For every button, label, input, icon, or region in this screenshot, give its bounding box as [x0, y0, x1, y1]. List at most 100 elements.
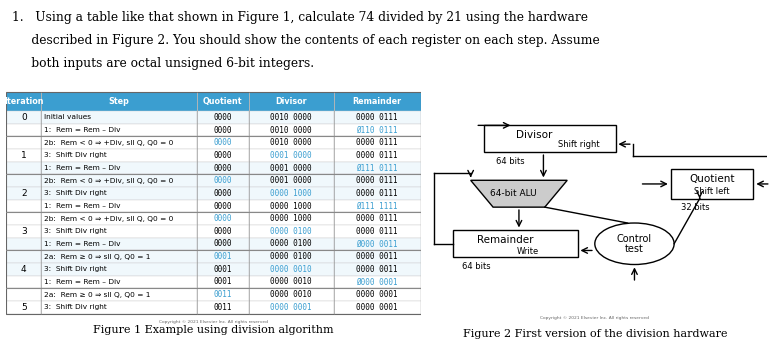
Text: Copyright © 2021 Elsevier Inc. All rights reserved: Copyright © 2021 Elsevier Inc. All right…: [159, 320, 268, 323]
Bar: [41, 124, 197, 136]
Bar: [249, 174, 334, 187]
Bar: [6, 288, 41, 301]
Bar: [41, 263, 197, 276]
Bar: [6, 111, 41, 124]
Text: 0001: 0001: [214, 252, 232, 261]
Text: 0000: 0000: [214, 164, 232, 173]
Text: 1.   Using a table like that shown in Figure 1, calculate 74 divided by 21 using: 1. Using a table like that shown in Figu…: [12, 11, 587, 24]
Text: 2b:  Rem < 0 ⇒ +Div, sll Q, Q0 = 0: 2b: Rem < 0 ⇒ +Div, sll Q, Q0 = 0: [44, 140, 174, 146]
Bar: [41, 225, 197, 238]
Text: 0010 0000: 0010 0000: [270, 138, 312, 147]
Bar: [334, 238, 421, 250]
Text: 0000 0111: 0000 0111: [356, 214, 398, 223]
Text: 0011: 0011: [214, 303, 232, 312]
Bar: [249, 111, 334, 124]
Bar: [334, 92, 421, 111]
Text: 0000: 0000: [214, 239, 232, 248]
Bar: [41, 149, 197, 162]
Text: 0000 0010: 0000 0010: [270, 265, 312, 274]
Bar: [41, 238, 197, 250]
Text: Ø111 1111: Ø111 1111: [356, 201, 398, 210]
Bar: [249, 200, 334, 212]
Text: 3:  Shift Div right: 3: Shift Div right: [44, 190, 107, 196]
Bar: [6, 263, 41, 276]
Text: 0000: 0000: [214, 176, 232, 185]
Text: 2a:  Rem ≥ 0 ⇒ sll Q, Q0 = 1: 2a: Rem ≥ 0 ⇒ sll Q, Q0 = 1: [44, 253, 150, 260]
Bar: [41, 301, 197, 313]
Bar: [249, 92, 334, 111]
Bar: [6, 136, 41, 149]
Text: both inputs are octal unsigned 6-bit integers.: both inputs are octal unsigned 6-bit int…: [12, 57, 314, 70]
Bar: [249, 149, 334, 162]
Text: Shift left: Shift left: [694, 187, 730, 196]
Text: 3:  Shift Div right: 3: Shift Div right: [44, 304, 107, 310]
Bar: [249, 212, 334, 225]
Bar: [334, 149, 421, 162]
Bar: [334, 174, 421, 187]
Bar: [334, 136, 421, 149]
Bar: [197, 187, 249, 200]
Bar: [41, 212, 197, 225]
Text: 64 bits: 64 bits: [462, 262, 490, 271]
Text: 0000 0001: 0000 0001: [270, 303, 312, 312]
Text: 0000 0100: 0000 0100: [270, 239, 312, 248]
Bar: [197, 250, 249, 263]
Ellipse shape: [595, 223, 674, 265]
Bar: [6, 174, 41, 187]
Text: 0000: 0000: [214, 201, 232, 210]
Text: 0010 0000: 0010 0000: [270, 126, 312, 135]
Bar: [6, 276, 41, 288]
Text: 0011: 0011: [214, 290, 232, 299]
Bar: [6, 225, 41, 238]
Text: Iteration: Iteration: [4, 97, 43, 106]
Bar: [6, 301, 41, 313]
Bar: [197, 162, 249, 174]
Text: Figure 2 First version of the division hardware: Figure 2 First version of the division h…: [463, 329, 727, 339]
Text: 1:  Rem = Rem – Div: 1: Rem = Rem – Div: [44, 127, 120, 133]
Text: 0000: 0000: [214, 227, 232, 236]
Text: 0001 0000: 0001 0000: [270, 151, 312, 160]
Text: 0000 0100: 0000 0100: [270, 227, 312, 236]
Text: 1:  Rem = Rem – Div: 1: Rem = Rem – Div: [44, 203, 120, 209]
Text: 3:  Shift Div right: 3: Shift Div right: [44, 266, 107, 272]
Text: 0001: 0001: [214, 265, 232, 274]
Bar: [334, 200, 421, 212]
Bar: [41, 200, 197, 212]
Text: Remainder: Remainder: [353, 97, 402, 106]
Text: 0000: 0000: [214, 113, 232, 122]
Bar: [6, 187, 41, 200]
Bar: [249, 238, 334, 250]
Bar: [197, 212, 249, 225]
Text: 2a:  Rem ≥ 0 ⇒ sll Q, Q0 = 1: 2a: Rem ≥ 0 ⇒ sll Q, Q0 = 1: [44, 292, 150, 298]
Bar: [6, 200, 41, 212]
Bar: [41, 111, 197, 124]
Text: 32 bits: 32 bits: [680, 204, 709, 213]
Text: Ø110 0111: Ø110 0111: [356, 126, 398, 135]
Bar: [334, 162, 421, 174]
Bar: [334, 288, 421, 301]
Bar: [6, 124, 41, 136]
Text: 0000 0111: 0000 0111: [356, 113, 398, 122]
Text: 2b:  Rem < 0 ⇒ +Div, sll Q, Q0 = 0: 2b: Rem < 0 ⇒ +Div, sll Q, Q0 = 0: [44, 216, 174, 222]
Text: 0000 0001: 0000 0001: [356, 303, 398, 312]
Text: 4: 4: [21, 265, 26, 274]
Text: 3:  Shift Div right: 3: Shift Div right: [44, 152, 107, 158]
Text: 0000 0111: 0000 0111: [356, 151, 398, 160]
Bar: [334, 263, 421, 276]
Text: Write: Write: [517, 247, 539, 256]
Bar: [334, 212, 421, 225]
Text: 64-bit ALU: 64-bit ALU: [491, 189, 537, 198]
Text: 0000 0011: 0000 0011: [356, 265, 398, 274]
Bar: [41, 276, 197, 288]
Bar: [41, 174, 197, 187]
Text: 0: 0: [21, 113, 26, 122]
Bar: [41, 288, 197, 301]
Bar: [197, 301, 249, 313]
Text: Quotient: Quotient: [689, 174, 735, 184]
Text: 0000 1000: 0000 1000: [270, 189, 312, 198]
Text: 0010 0000: 0010 0000: [270, 113, 312, 122]
Bar: [249, 136, 334, 149]
Text: Shift right: Shift right: [558, 140, 600, 149]
Bar: [334, 187, 421, 200]
Bar: [41, 187, 197, 200]
